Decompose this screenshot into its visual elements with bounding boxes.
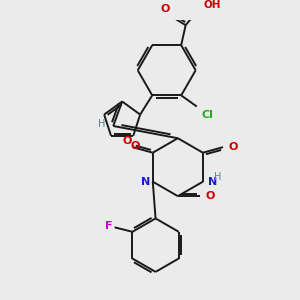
Text: H: H (214, 172, 221, 182)
Text: N: N (142, 177, 151, 187)
Text: O: O (122, 136, 132, 146)
Text: O: O (206, 191, 215, 201)
Text: N: N (208, 177, 218, 187)
Text: O: O (229, 142, 238, 152)
Text: F: F (105, 221, 113, 231)
Text: O: O (161, 4, 170, 14)
Text: Cl: Cl (201, 110, 213, 120)
Text: OH: OH (203, 0, 221, 10)
Text: O: O (131, 141, 140, 151)
Text: H: H (98, 119, 106, 129)
